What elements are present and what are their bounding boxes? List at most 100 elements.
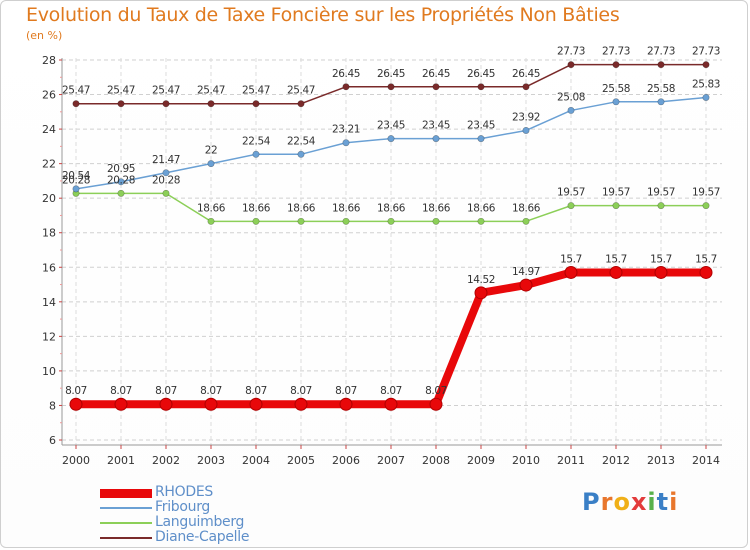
data-label: 8.07 (110, 385, 132, 397)
data-point (699, 265, 713, 279)
data-point (162, 100, 170, 108)
data-label: 18.66 (512, 202, 541, 214)
data-point (297, 217, 305, 225)
data-label: 8.07 (200, 385, 222, 397)
data-label: 15.7 (695, 253, 717, 265)
data-label: 23.45 (422, 120, 450, 132)
data-label: 8.07 (245, 385, 267, 397)
legend-label: Languimberg (155, 514, 245, 530)
label-layer: 8.07 8.07 8.07 8.07 8.07 8.07 8.07 8.07 8.07 14.5… (62, 46, 720, 398)
data-label: 20.28 (152, 174, 180, 186)
data-point (387, 135, 395, 143)
data-point (204, 397, 218, 411)
legend-swatch-rhodes (100, 489, 152, 498)
data-label: 18.66 (197, 202, 226, 214)
data-point (519, 278, 533, 292)
data-label: 18.66 (422, 202, 451, 214)
data-label: 27.73 (692, 46, 720, 58)
data-label: 25.47 (242, 85, 270, 97)
data-label: 14.97 (512, 266, 540, 278)
axis-layer: 6 8 10 12 14 16 18 20 22 24 26 28 2000 2001 2002 2003 20… (42, 54, 722, 467)
x-tick-label: 2011 (557, 454, 585, 467)
data-label: 8.07 (425, 385, 447, 397)
data-label: 19.57 (602, 187, 630, 199)
data-label: 19.57 (557, 187, 585, 199)
data-label: 26.45 (512, 68, 540, 80)
x-tick-label: 2012 (602, 454, 630, 467)
x-tick-label: 2008 (422, 454, 450, 467)
x-tick-label: 2002 (152, 454, 180, 467)
logo-letter: t (656, 488, 670, 516)
data-point (207, 160, 215, 168)
data-point (657, 202, 665, 210)
data-point (522, 126, 530, 134)
data-point (387, 217, 395, 225)
data-label: 26.45 (467, 68, 495, 80)
data-label: 22 (205, 145, 218, 157)
series-fribourg (72, 93, 710, 193)
data-label: 15.7 (605, 253, 627, 265)
x-tick-label: 2001 (107, 454, 135, 467)
logo-letter: i (647, 488, 657, 516)
logo-letter: i (669, 488, 679, 516)
data-label: 14.52 (467, 274, 495, 286)
data-point (432, 135, 440, 143)
logo-letter: r (600, 488, 614, 516)
legend-swatch-diane-capelle (100, 537, 152, 539)
data-point (207, 217, 215, 225)
logo-letter: P (582, 488, 601, 516)
chart-title: Evolution du Taux de Taxe Foncière sur l… (26, 4, 620, 26)
data-label: 20.95 (107, 163, 135, 175)
data-label: 27.73 (602, 46, 630, 58)
y-tick-label: 28 (42, 54, 56, 67)
data-label: 23.92 (512, 111, 540, 123)
series-languimberg (72, 189, 710, 225)
data-point (657, 98, 665, 106)
data-label: 27.73 (647, 46, 675, 58)
data-label: 15.7 (650, 253, 672, 265)
y-tick-label: 8 (49, 399, 56, 412)
data-point (429, 397, 443, 411)
data-label: 19.57 (647, 187, 675, 199)
data-point (162, 189, 170, 197)
x-tick-label: 2013 (647, 454, 675, 467)
data-point (114, 397, 128, 411)
data-label: 22.54 (242, 135, 271, 147)
legend-swatch-fribourg (100, 507, 152, 509)
data-point (702, 61, 710, 69)
data-label: 8.07 (155, 385, 177, 397)
data-point (252, 150, 260, 158)
data-point (567, 202, 575, 210)
data-label: 20.54 (62, 170, 91, 182)
data-point (117, 189, 125, 197)
y-axis-unit-label: (en %) (26, 29, 63, 42)
data-label: 25.47 (107, 85, 135, 97)
y-tick-label: 20 (42, 192, 56, 205)
data-label: 20.28 (62, 174, 90, 186)
data-point (297, 100, 305, 108)
data-point (432, 83, 440, 91)
data-label: 25.58 (647, 83, 675, 95)
data-label: 8.07 (335, 385, 357, 397)
data-label: 25.47 (62, 85, 90, 97)
y-tick-label: 14 (42, 296, 56, 309)
data-label: 18.66 (287, 202, 316, 214)
data-point (159, 397, 173, 411)
data-point (432, 217, 440, 225)
data-point (522, 217, 530, 225)
y-tick-label: 24 (42, 123, 56, 136)
data-point (297, 150, 305, 158)
data-label: 18.66 (377, 202, 406, 214)
legend-label: RHODES (155, 484, 213, 500)
data-point (294, 397, 308, 411)
data-label: 8.07 (290, 385, 312, 397)
legend-swatch-languimberg (100, 522, 152, 524)
data-label: 25.47 (197, 85, 225, 97)
data-point (657, 61, 665, 69)
logo-letter: o (613, 488, 631, 516)
data-label: 18.66 (242, 202, 271, 214)
data-point (342, 83, 350, 91)
data-point (654, 265, 668, 279)
data-label: 25.47 (152, 85, 180, 97)
x-tick-label: 2010 (512, 454, 540, 467)
